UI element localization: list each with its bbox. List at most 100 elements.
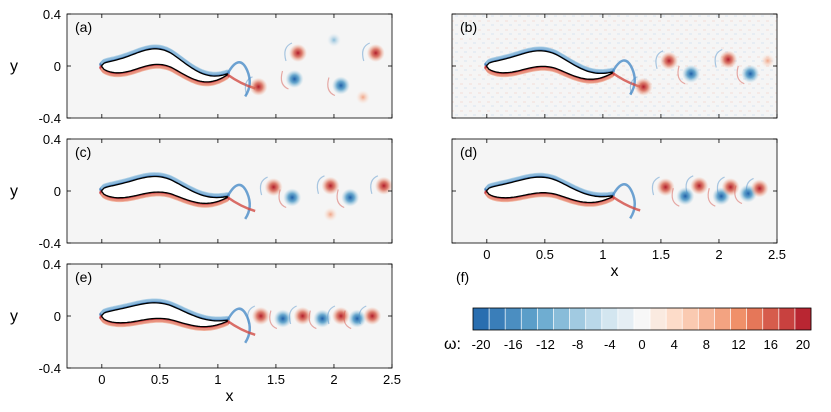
- vortex-filament: [362, 42, 371, 62]
- negative-vortex: [331, 76, 350, 95]
- trailing-edge-wisp: [226, 61, 251, 98]
- positive-vortex: [634, 77, 653, 96]
- colorbar-segment: [778, 308, 796, 330]
- y-tick-label: -0.4: [39, 361, 61, 376]
- x-axis-label: x: [226, 388, 234, 405]
- vortex-filament: [308, 310, 317, 330]
- positive-vortex: [293, 307, 312, 325]
- vortex-filament: [343, 310, 352, 330]
- panel-label: (e): [75, 269, 92, 285]
- x-tick-label: 1.5: [267, 372, 285, 387]
- y-tick-label: 0: [54, 309, 61, 324]
- upper-shear-halo: [100, 172, 229, 197]
- trailing-edge-wisp: [226, 319, 256, 336]
- vortex-filament: [370, 175, 379, 194]
- vortex-filament: [327, 305, 336, 325]
- y-tick-label: -0.4: [39, 236, 61, 251]
- vorticity-panel: (e) 0 0.5 1 1.5 2 2.5 x 0.4 0 -0.4 y: [10, 257, 401, 405]
- colorbar-segment: [633, 308, 651, 330]
- vortex-filament: [736, 65, 745, 85]
- lower-shear-layer: [484, 190, 615, 206]
- vortex-filament: [336, 189, 345, 209]
- swimmer-body: [486, 50, 613, 80]
- panel-label: (b): [460, 19, 477, 35]
- colorbar-segment: [794, 308, 812, 330]
- upper-shear-layer: [99, 45, 230, 78]
- vortex-filament: [745, 177, 754, 197]
- colorbar-segment: [585, 308, 603, 330]
- vortex-filament: [244, 76, 253, 95]
- panel-label: (f): [456, 269, 469, 285]
- panel-label: (a): [75, 19, 92, 35]
- positive-vortex: [251, 307, 270, 325]
- vortex-filament: [316, 175, 325, 194]
- vortex-filament: [259, 176, 268, 196]
- lower-shear-layer: [99, 62, 230, 86]
- y-tick-label: 0.4: [43, 257, 61, 272]
- panels-layer: (a) 0.4 0 -0.4 y (b) (c) 0.4 0 -0.4 y (d) 0 0.5 1 1.5 2 2…: [10, 7, 786, 405]
- trailing-edge-wisp: [226, 195, 256, 213]
- trailing-edge-wisp: [611, 59, 636, 96]
- colorbar-segment: [617, 308, 635, 330]
- positive-vortex: [750, 179, 769, 198]
- vortex-filament: [707, 188, 716, 207]
- positive-vortex: [660, 51, 679, 70]
- vortex-filament: [651, 176, 660, 196]
- vortex-filament: [714, 48, 723, 68]
- upper-shear-layer: [484, 47, 615, 75]
- colorbar-symbol: ω:: [444, 336, 461, 353]
- vorticity-panel: (c) 0.4 0 -0.4 y: [10, 132, 393, 251]
- x-tick-label: 0: [98, 372, 105, 387]
- positive-vortex: [656, 178, 675, 197]
- negative-vortex: [682, 64, 701, 83]
- x-tick-label: 1: [214, 372, 221, 387]
- positive-vortex: [374, 176, 392, 195]
- vortex-filament: [269, 310, 278, 330]
- x-axis-label: x: [611, 263, 619, 280]
- x-tick-label: 1: [599, 247, 606, 262]
- vortex-filament: [327, 77, 336, 97]
- positive-vortex: [363, 307, 382, 325]
- vorticity-panel: (d) 0 0.5 1 1.5 2 2.5 x: [451, 138, 786, 280]
- vortex-filament: [677, 65, 686, 85]
- colorbar: (f) ω: -20 -16 -12 -8 -4 0 4 8 12 16 20: [444, 269, 812, 353]
- trailing-edge-wisp: [226, 307, 251, 344]
- trailing-edge-wisp: [611, 195, 641, 212]
- swimmer-body: [101, 48, 228, 83]
- positive-vortex: [690, 176, 709, 195]
- vortex-filament: [278, 189, 287, 209]
- negative-vortex: [676, 187, 695, 206]
- lower-shear-layer: [99, 190, 230, 207]
- upper-shear-layer: [99, 173, 230, 199]
- colorbar-segment: [505, 308, 522, 330]
- colorbar-tick-label: 12: [731, 337, 745, 352]
- lower-shear-layer: [484, 64, 615, 83]
- colorbar-tick-label: 8: [703, 337, 710, 352]
- y-tick-label: 0: [54, 184, 61, 199]
- lower-shear-halo: [100, 317, 229, 332]
- colorbar-tick-label: 4: [671, 337, 678, 352]
- negative-vortex: [341, 188, 360, 207]
- colorbar-tick-label: 20: [796, 337, 810, 352]
- negative-vortex: [283, 188, 302, 207]
- upper-shear-halo: [485, 172, 614, 196]
- colorbar-segment: [650, 308, 667, 330]
- vortex-filament: [716, 176, 725, 196]
- y-tick-label: 0.4: [43, 132, 61, 147]
- positive-vortex: [264, 178, 283, 197]
- colorbar-segment: [601, 308, 619, 330]
- colorbar-tick-label: -4: [604, 337, 616, 352]
- positive-vortex: [760, 53, 775, 68]
- colorbar-tick-label: -20: [472, 337, 491, 352]
- negative-vortex: [326, 33, 341, 47]
- colorbar-segment: [473, 308, 490, 330]
- positive-vortex: [321, 176, 340, 195]
- colorbar-segment: [714, 308, 731, 330]
- colorbar-segment: [682, 308, 699, 330]
- positive-vortex: [355, 90, 370, 105]
- colorbar-segment: [746, 308, 764, 330]
- vortex-filament: [685, 175, 694, 194]
- y-tick-label: -0.4: [39, 111, 61, 126]
- positive-vortex: [288, 44, 307, 62]
- y-tick-label: 0: [54, 59, 61, 74]
